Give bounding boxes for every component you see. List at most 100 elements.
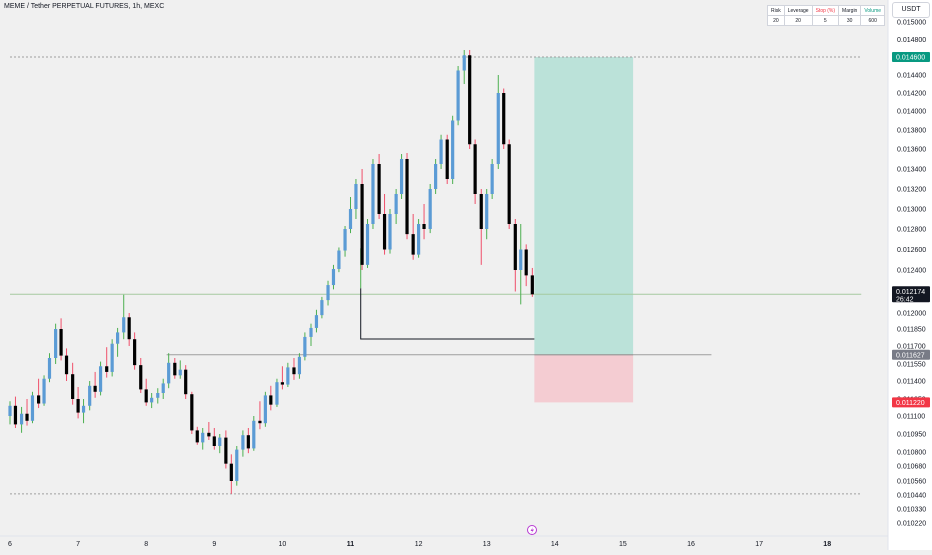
candle-body bbox=[286, 367, 290, 385]
candle-body bbox=[411, 234, 415, 255]
candle-body bbox=[445, 139, 449, 179]
candle-body bbox=[212, 436, 216, 446]
candle-body bbox=[292, 367, 296, 375]
candle-body bbox=[246, 435, 250, 449]
support-l-line bbox=[360, 288, 535, 340]
candles-group bbox=[8, 50, 534, 494]
candle-body bbox=[303, 336, 307, 357]
entry-price-tag-bg bbox=[892, 349, 930, 360]
candle-body bbox=[394, 194, 398, 214]
candle-body bbox=[530, 275, 534, 295]
time-tick-label: 17 bbox=[755, 541, 763, 548]
current-price-tag-bg bbox=[892, 286, 930, 303]
price-tick-label: 0.013200 bbox=[897, 187, 926, 194]
candle-body bbox=[42, 378, 46, 404]
time-tick-label: 10 bbox=[279, 541, 287, 548]
leverage-header: Leverage bbox=[783, 5, 813, 16]
volume-value: 600 bbox=[860, 15, 886, 26]
volume-header: Volume bbox=[860, 5, 886, 16]
candle-body bbox=[218, 437, 222, 446]
candle-body bbox=[297, 356, 302, 375]
candle-body bbox=[519, 249, 523, 270]
candle-body bbox=[485, 194, 489, 229]
price-tick-label: 0.012800 bbox=[897, 227, 926, 234]
time-tick-label: 15 bbox=[619, 541, 627, 548]
time-tick-label: 6 bbox=[8, 541, 12, 548]
candle-body bbox=[405, 159, 409, 235]
candle-body bbox=[263, 395, 267, 424]
candle-body bbox=[224, 437, 228, 464]
entry-price-tag-label: 0.011627 bbox=[896, 352, 925, 359]
price-tick-label: 0.010950 bbox=[897, 432, 926, 439]
time-tick-label: 18 bbox=[823, 541, 831, 548]
candle-body bbox=[479, 194, 483, 229]
stop-percent-value: 5 bbox=[811, 15, 840, 26]
candle-body bbox=[133, 339, 137, 366]
time-tick-label: 9 bbox=[212, 541, 216, 548]
candle-body bbox=[309, 327, 313, 337]
candle-body bbox=[337, 250, 341, 269]
price-tick-label: 0.013400 bbox=[897, 167, 926, 174]
price-tick-label: 0.010680 bbox=[897, 464, 926, 471]
candle-body bbox=[377, 164, 381, 214]
price-tick-label: 0.010800 bbox=[897, 450, 926, 457]
price-tick-label: 0.012400 bbox=[897, 268, 926, 275]
candle-body bbox=[269, 395, 273, 405]
candle-body bbox=[127, 317, 131, 340]
margin-value: 30 bbox=[838, 15, 862, 26]
price-tick-label: 0.014400 bbox=[897, 73, 926, 80]
candle-body bbox=[280, 382, 284, 385]
candle-body bbox=[64, 355, 69, 375]
candle-body bbox=[451, 120, 455, 179]
candle-body bbox=[473, 144, 477, 194]
candle-body bbox=[207, 432, 211, 437]
candle-body bbox=[81, 405, 86, 413]
target-price-tag-bg bbox=[892, 52, 930, 62]
currency-selector[interactable]: USDT bbox=[892, 2, 930, 18]
stop-percent-header: Stop (%) bbox=[811, 5, 840, 16]
time-tick-label: 7 bbox=[76, 541, 80, 548]
candle-body bbox=[173, 362, 177, 376]
candle-body bbox=[156, 393, 160, 398]
candle-body bbox=[422, 224, 426, 229]
candle-body bbox=[229, 463, 233, 481]
position-settings-table[interactable]: Risk Leverage Stop (%) Margin Volume 20 … bbox=[767, 5, 886, 26]
candle-body bbox=[235, 449, 239, 481]
stop-zone bbox=[534, 354, 634, 403]
candle-body bbox=[320, 300, 324, 316]
candle-body bbox=[110, 343, 114, 372]
time-tick-label: 16 bbox=[687, 541, 695, 548]
candle-body bbox=[105, 366, 109, 372]
candle-body bbox=[507, 144, 511, 224]
margin-header: Margin bbox=[838, 5, 862, 16]
candle-body bbox=[54, 329, 58, 358]
candle-body bbox=[388, 214, 392, 250]
candle-body bbox=[365, 224, 370, 265]
position-table-value-row: 20 20 5 30 600 bbox=[767, 15, 886, 26]
time-tick-label: 14 bbox=[551, 541, 559, 548]
candle-body bbox=[184, 369, 188, 395]
candle-body bbox=[434, 164, 438, 189]
price-tick-label: 0.010440 bbox=[897, 493, 926, 500]
candle-body bbox=[195, 430, 199, 443]
candle-body bbox=[331, 268, 336, 286]
candle-body bbox=[144, 389, 148, 403]
candle-body bbox=[513, 224, 517, 270]
candle-body bbox=[139, 365, 143, 390]
candle-body bbox=[190, 394, 194, 431]
price-tick-label: 0.011550 bbox=[897, 362, 926, 369]
candle-body bbox=[59, 329, 63, 356]
symbol-title[interactable]: MEME / Tether PERPETUAL FUTURES, 1h, MEX… bbox=[4, 3, 165, 10]
candle-body bbox=[37, 395, 41, 404]
candle-body bbox=[399, 159, 404, 194]
candle-body bbox=[326, 285, 330, 301]
price-tick-label: 0.010330 bbox=[897, 507, 926, 514]
candle-body bbox=[8, 405, 12, 416]
candle-body bbox=[88, 385, 92, 406]
candle-body bbox=[417, 224, 421, 255]
candle-body bbox=[115, 332, 120, 344]
candle-body bbox=[524, 249, 528, 276]
candle-body bbox=[360, 184, 364, 265]
